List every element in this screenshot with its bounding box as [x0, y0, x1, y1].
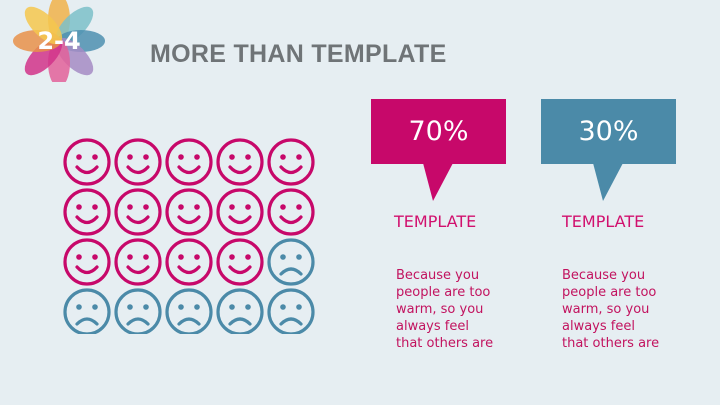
smiley-face-icon: [267, 188, 315, 236]
frowning-face-icon: [267, 288, 315, 334]
description-line: people are too: [396, 285, 491, 300]
frowning-face-icon: [267, 238, 315, 286]
stat-percent-1: 70%: [408, 116, 469, 147]
smiley-face-icon: [63, 188, 111, 236]
smiley-face-icon: [165, 188, 213, 236]
smiley-face-icon: [114, 138, 162, 186]
smiley-face-icon: [165, 138, 213, 186]
frowning-face-icon: [114, 288, 162, 334]
stat-description-2: Because you people are too warm, so you …: [562, 267, 680, 352]
smiley-face-icon: [216, 138, 264, 186]
stat-percent-2: 30%: [578, 116, 639, 147]
stat-callout-1: 70%: [371, 99, 506, 204]
stat-heading-2: TEMPLATE: [562, 212, 645, 231]
description-line: always feel: [396, 319, 469, 334]
slide-title: MORE THAN TEMPLATE: [150, 40, 447, 68]
smiley-face-icon: [267, 138, 315, 186]
stat-description-1: Because you people are too warm, so you …: [396, 267, 514, 352]
stat-callout-2: 30%: [541, 99, 676, 204]
stat-heading-1: TEMPLATE: [394, 212, 477, 231]
frowning-face-icon: [63, 288, 111, 334]
callout-pointer-2: [593, 163, 623, 201]
section-logo: 2-4: [0, 0, 118, 87]
frowning-face-icon: [165, 288, 213, 334]
smiley-face-icon: [216, 238, 264, 286]
description-line: warm, so you: [396, 302, 484, 317]
frowning-face-icon: [216, 288, 264, 334]
description-line: Because you: [396, 268, 480, 283]
section-number: 2-4: [37, 27, 81, 55]
faces-grid: [63, 138, 315, 334]
description-line: people are too: [562, 285, 657, 300]
stat-box-1: 70%: [371, 99, 506, 164]
smiley-face-icon: [114, 238, 162, 286]
stat-box-2: 30%: [541, 99, 676, 164]
description-line: that others are: [562, 336, 660, 351]
smiley-face-icon: [165, 238, 213, 286]
smiley-face-icon: [114, 188, 162, 236]
description-line: always feel: [562, 319, 635, 334]
flower-icon: [13, 0, 105, 87]
description-line: warm, so you: [562, 302, 650, 317]
smiley-face-icon: [216, 188, 264, 236]
smiley-face-icon: [63, 238, 111, 286]
description-line: Because you: [562, 268, 646, 283]
smiley-face-icon: [63, 138, 111, 186]
callout-pointer-1: [423, 163, 453, 201]
description-line: that others are: [396, 336, 494, 351]
